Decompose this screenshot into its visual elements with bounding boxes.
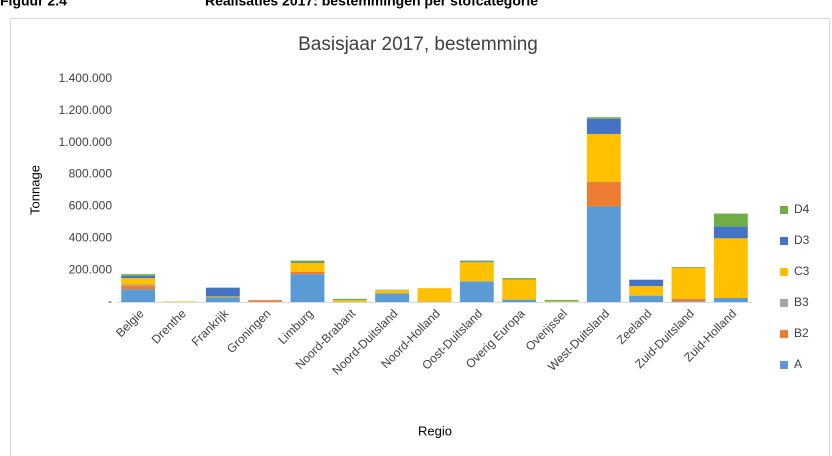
legend-swatch xyxy=(780,206,788,214)
y-tick-label: 1.200.000 xyxy=(59,103,113,117)
bar-segment xyxy=(459,262,494,282)
bar-segment xyxy=(290,271,325,275)
legend-label: C3 xyxy=(794,264,810,278)
y-tick-label: 400.000 xyxy=(69,230,113,244)
bar-segment xyxy=(671,301,706,302)
legend-label: B3 xyxy=(794,295,809,309)
x-axis-label: Regio xyxy=(418,423,452,438)
x-tick-label: Drenthe xyxy=(149,306,189,346)
bar-segment xyxy=(121,284,156,286)
bar-segment xyxy=(290,274,325,302)
bar-segment xyxy=(459,260,494,262)
bar-segment xyxy=(586,118,621,134)
x-tick-label: Belgie xyxy=(113,306,147,340)
bar-segment xyxy=(671,298,706,302)
bar-segment xyxy=(205,287,240,297)
y-tick-label: 1.400.000 xyxy=(59,71,113,85)
bar-segment xyxy=(417,288,452,302)
x-tick-label: Limburg xyxy=(275,306,316,347)
legend-label: D3 xyxy=(794,233,810,247)
x-tick-label: Frankrijk xyxy=(189,306,232,349)
bar-segment xyxy=(671,266,706,268)
bar-segment xyxy=(586,117,621,119)
y-axis-label: Tonnage xyxy=(27,165,42,215)
bar-segment xyxy=(375,290,410,294)
bar-segment xyxy=(121,275,156,279)
legend-label: D4 xyxy=(794,202,810,216)
bar-segment xyxy=(502,278,537,280)
y-tick-label: 200.000 xyxy=(69,262,113,276)
bar-segment xyxy=(121,278,156,285)
legend-swatch xyxy=(780,361,788,369)
bar-segment xyxy=(713,226,748,239)
bar-segment xyxy=(629,295,664,302)
y-tick-label: - xyxy=(108,294,112,308)
bar-segment xyxy=(121,289,156,302)
bar-segment xyxy=(586,206,621,302)
y-tick-label: 600.000 xyxy=(69,199,113,213)
bar-segment xyxy=(713,298,748,302)
x-tick-label: Groningen xyxy=(224,306,274,356)
bar-segment xyxy=(205,296,240,298)
legend-label: A xyxy=(794,357,802,371)
legend-swatch xyxy=(780,330,788,338)
bar-segment xyxy=(586,133,621,182)
bar-segment xyxy=(332,298,367,301)
bar-segment xyxy=(459,281,494,302)
bar-segment xyxy=(713,213,748,227)
bar-segment xyxy=(459,261,494,263)
bar-segment xyxy=(375,293,410,302)
legend-label: B2 xyxy=(794,326,809,340)
bar-segment xyxy=(544,299,579,302)
legend-swatch xyxy=(780,237,788,245)
bar-segment xyxy=(290,262,325,272)
bar-segment xyxy=(290,260,325,263)
bar-segment xyxy=(629,286,664,296)
figure-label: Figuur 2.4 xyxy=(0,0,67,9)
bar-segment xyxy=(332,300,367,302)
bar-segment xyxy=(502,279,537,300)
bar-segment xyxy=(205,297,240,302)
bar-segment xyxy=(502,299,537,302)
bar-segment xyxy=(248,300,283,302)
x-tick-label: Zeeland xyxy=(614,306,655,347)
legend-swatch xyxy=(780,268,788,276)
chart-border xyxy=(10,18,830,456)
figure-title: Realisaties 2017: bestemmingen per stofc… xyxy=(205,0,538,9)
bar-segment xyxy=(586,181,621,207)
legend-swatch xyxy=(780,299,788,307)
bar-segment xyxy=(713,238,748,299)
bar-segment xyxy=(121,274,156,276)
y-tick-label: 800.000 xyxy=(69,167,113,181)
chart-title: Basisjaar 2017, bestemming xyxy=(298,34,538,55)
bar-segment xyxy=(671,267,706,299)
bar-segment xyxy=(629,279,664,287)
bar-segment xyxy=(290,262,325,263)
bar-segment xyxy=(121,285,156,290)
y-tick-label: 1.000.000 xyxy=(59,135,113,149)
